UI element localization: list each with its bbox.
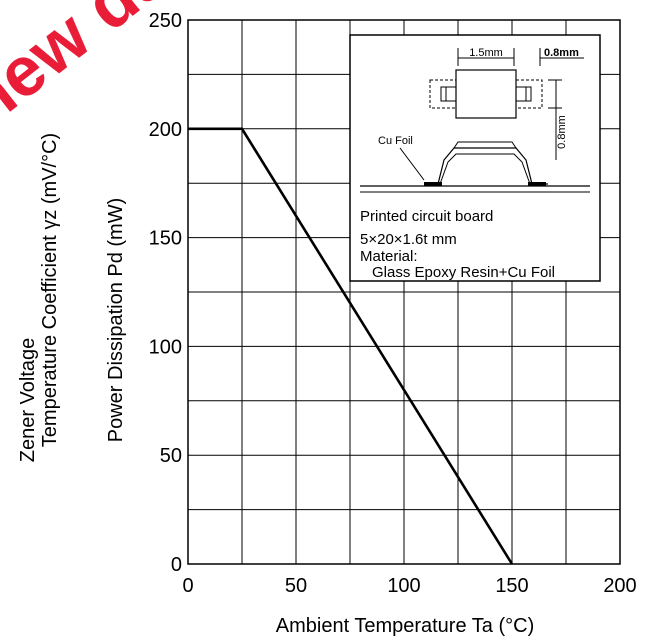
y-axis-title-left-line2: Temperature Coefficient γz (mV/°C) (39, 133, 61, 447)
board-size: 5×20×1.6t mm (360, 231, 457, 248)
x-axis-title: Ambient Temperature Ta (°C) (276, 615, 534, 637)
series-line-0 (188, 127, 514, 565)
x-tick-label: 100 (387, 575, 420, 597)
y-axis-title-left-line1: Zener Voltage (17, 338, 39, 463)
dim-height-label: 0.8mm (556, 115, 568, 149)
x-tick-label: 50 (285, 575, 307, 597)
y-tick-label: 100 (149, 336, 182, 358)
x-tick-label: 150 (495, 575, 528, 597)
y-tick-label: 150 (149, 228, 182, 250)
material-value: Glass Epoxy Resin+Cu Foil (372, 264, 555, 281)
cu-foil-label: Cu Foil (378, 135, 413, 147)
y-tick-label: 50 (160, 445, 182, 467)
series-layer (188, 127, 514, 565)
material-label: Material: (360, 248, 418, 265)
y-tick-label: 0 (171, 554, 182, 576)
x-tick-label: 0 (182, 575, 193, 597)
tick-labels: 0 50 100 150 200 0 50 100 150 200 250 (149, 10, 637, 597)
x-tick-label: 200 (603, 575, 636, 597)
inset-box: 1.5mm 0.8mm 0.8mm Cu Foil Printed circui… (349, 34, 601, 282)
y-tick-label: 200 (149, 119, 182, 141)
y-tick-label: 250 (149, 10, 182, 32)
plot-frame (187, 19, 621, 565)
y-axis-title: Power Dissipation Pd (mW) (105, 198, 127, 443)
dim-width-label: 1.5mm (469, 47, 503, 59)
board-title: Printed circuit board (360, 208, 493, 225)
dim-gap-label: 0.8mm (544, 47, 579, 59)
